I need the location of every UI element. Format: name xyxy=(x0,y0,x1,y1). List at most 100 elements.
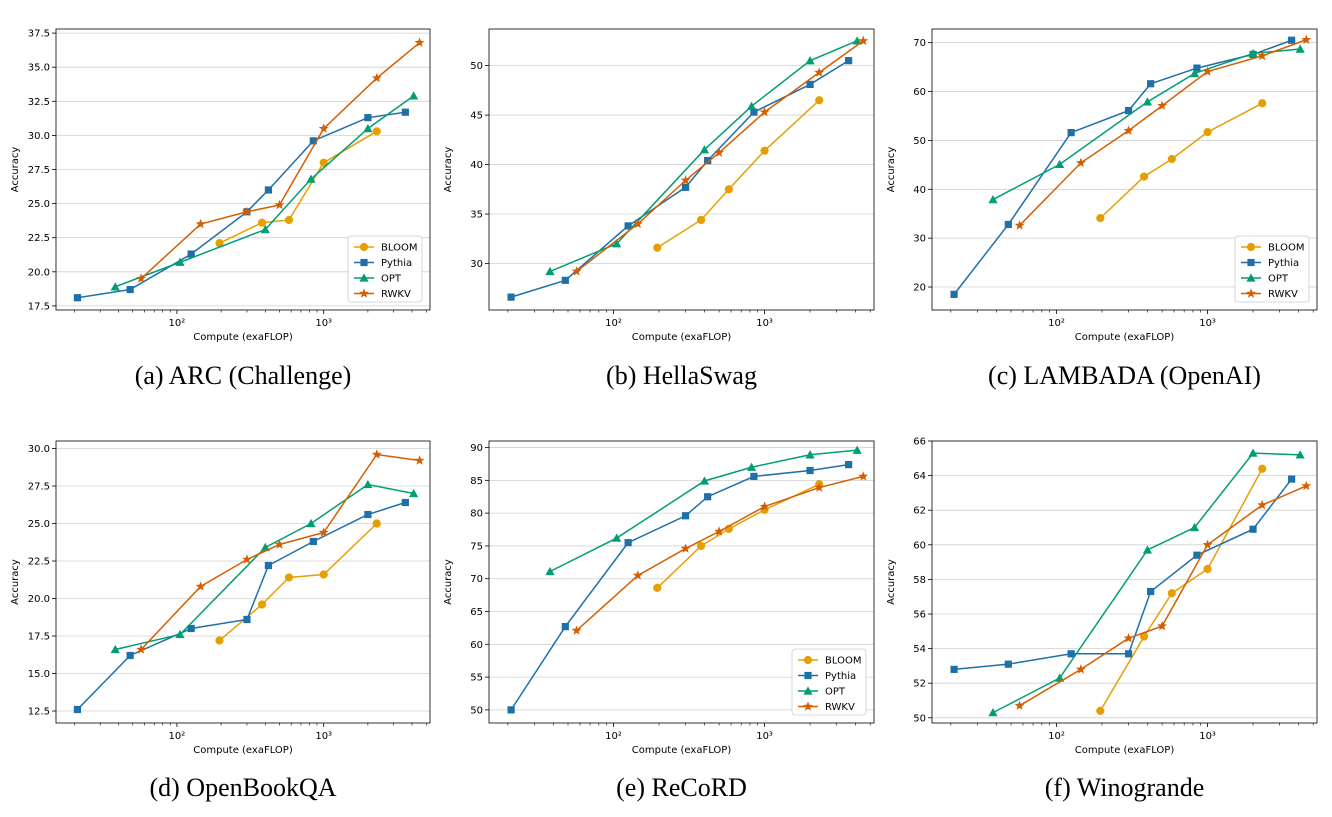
data-point-pythia xyxy=(750,472,758,481)
legend-box xyxy=(1234,235,1310,303)
data-point-pythia xyxy=(73,705,82,714)
y-tick-label: 20.0 xyxy=(28,594,50,605)
series-line-opt xyxy=(549,449,858,573)
data-point-opt xyxy=(1189,522,1200,532)
data-point-opt xyxy=(363,123,373,133)
data-point-bloom xyxy=(284,215,294,225)
data-point-opt xyxy=(545,266,555,276)
y-tick-label: 85 xyxy=(470,476,483,487)
data-point-opt xyxy=(409,91,419,100)
y-tick-label: 17.5 xyxy=(28,301,50,312)
data-point-bloom xyxy=(372,519,381,528)
series-line-bloom xyxy=(1099,102,1263,219)
legend-label: Pythia xyxy=(1268,258,1299,269)
data-point-pythia xyxy=(364,114,372,122)
data-point-bloom xyxy=(1203,564,1212,574)
data-point-rwkv xyxy=(1123,125,1134,135)
x-tick-label: 10³ xyxy=(1199,318,1216,329)
y-tick-label: 60 xyxy=(470,640,483,651)
legend-marker xyxy=(803,686,813,695)
legend-marker xyxy=(803,655,813,665)
legend-label: Pythia xyxy=(381,258,412,269)
data-point-rwkv xyxy=(274,199,285,210)
panel-caption: (b) HellaSwag xyxy=(606,361,757,390)
data-point-pythia xyxy=(126,651,134,660)
data-point-opt xyxy=(306,174,316,183)
y-tick-label: 17.5 xyxy=(28,632,50,643)
y-tick-label: 20.0 xyxy=(28,267,50,278)
data-point-pythia xyxy=(1147,80,1155,88)
panel-caption: (c) LAMBADA (OpenAI) xyxy=(988,361,1261,390)
plot-frame xyxy=(55,440,431,724)
data-point-opt xyxy=(746,462,757,471)
series-line-pythia xyxy=(954,478,1293,671)
data-point-bloom xyxy=(1096,214,1105,223)
data-point-pythia xyxy=(1249,525,1257,533)
y-axis-label: Accuracy xyxy=(886,147,897,193)
data-point-rwkv xyxy=(1075,157,1086,168)
x-tick-label: 10² xyxy=(1048,318,1065,329)
x-tick-label: 10³ xyxy=(756,318,773,329)
data-point-bloom xyxy=(1096,706,1105,715)
y-tick-label: 60 xyxy=(913,87,926,98)
y-tick-label: 22.5 xyxy=(28,233,50,244)
legend-label: RWKV xyxy=(381,289,411,300)
chart-panel-f: 50 52 54 56 58 60 62 64 66 10² 10³ Compute (exaFLOP… xyxy=(886,437,1318,802)
data-point-opt xyxy=(1295,44,1305,53)
series-line-pythia xyxy=(76,501,406,711)
data-point-bloom xyxy=(319,158,328,167)
legend-marker xyxy=(359,273,369,282)
data-point-pythia xyxy=(806,80,814,89)
data-point-rwkv xyxy=(632,218,643,229)
data-point-pythia xyxy=(126,285,134,294)
series-line-pythia xyxy=(510,463,849,711)
data-point-rwkv xyxy=(571,625,582,635)
data-point-opt xyxy=(699,145,710,154)
data-point-opt xyxy=(805,450,815,459)
data-point-rwkv xyxy=(1202,539,1213,550)
data-point-pythia xyxy=(1124,107,1133,115)
chart-panel-a: 17.5 20.0 22.5 25.0 27.5 30.0 32.5 35.0 37.5 10² 1… xyxy=(10,29,431,390)
y-tick-label: 25.0 xyxy=(28,199,50,210)
data-point-opt xyxy=(363,479,373,489)
y-tick-label: 30 xyxy=(470,259,483,270)
series-line-bloom xyxy=(656,483,820,589)
data-point-pythia xyxy=(750,108,758,116)
y-tick-label: 55 xyxy=(470,673,483,684)
y-tick-label: 30.0 xyxy=(28,444,50,455)
legend-label: RWKV xyxy=(825,702,855,713)
data-point-rwkv xyxy=(195,581,206,591)
x-axis-label: Compute (exaFLOP) xyxy=(1075,332,1175,343)
data-point-rwkv xyxy=(632,570,643,580)
data-point-pythia xyxy=(1004,220,1012,229)
y-tick-label: 64 xyxy=(913,471,926,482)
data-point-pythia xyxy=(624,222,632,230)
data-point-opt xyxy=(612,239,622,248)
panel-caption: (d) OpenBookQA xyxy=(149,773,336,802)
legend-box xyxy=(347,235,423,303)
data-point-pythia xyxy=(401,108,409,116)
data-point-rwkv xyxy=(318,123,329,133)
legend-marker xyxy=(1246,288,1256,298)
y-tick-label: 90 xyxy=(470,443,483,454)
data-point-rwkv xyxy=(371,72,382,83)
legend: BLOOM Pythia OPT RWKV xyxy=(347,235,423,303)
y-tick-label: 40 xyxy=(470,160,483,171)
series-line-rwkv xyxy=(1019,39,1307,226)
data-point-pythia xyxy=(950,290,958,298)
data-point-opt xyxy=(612,533,622,542)
plot-frame xyxy=(931,28,1318,311)
y-tick-label: 12.5 xyxy=(28,707,50,718)
y-tick-label: 54 xyxy=(913,644,926,655)
data-point-pythia xyxy=(1147,587,1155,596)
y-tick-label: 60 xyxy=(913,540,926,551)
y-tick-label: 27.5 xyxy=(28,482,50,493)
y-tick-label: 65 xyxy=(470,607,483,618)
legend-box xyxy=(791,648,867,716)
data-point-rwkv xyxy=(195,218,206,229)
legend-label: Pythia xyxy=(825,671,856,682)
data-point-pythia xyxy=(187,250,195,258)
data-point-pythia xyxy=(243,615,251,624)
data-point-pythia xyxy=(309,537,317,546)
